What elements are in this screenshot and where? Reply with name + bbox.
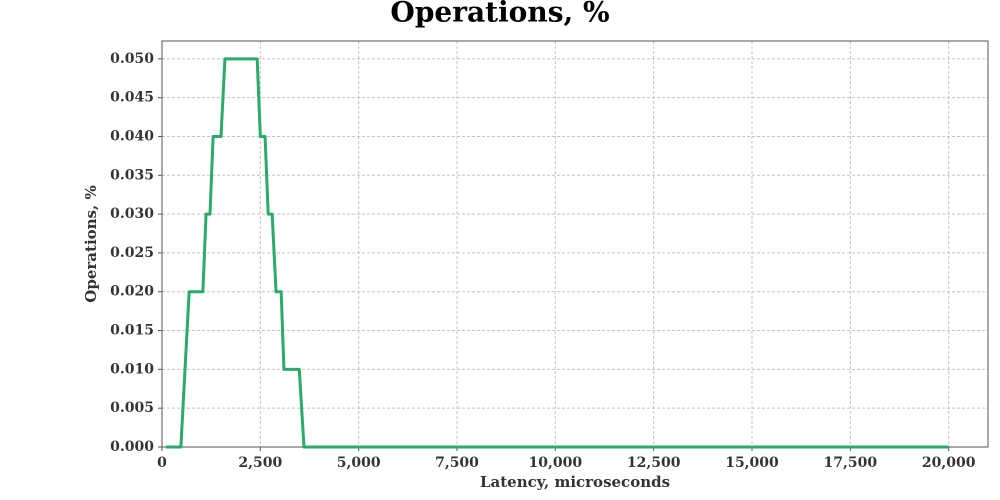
y-tick-label: 0.005 xyxy=(110,400,154,416)
x-tick-label: 7,500 xyxy=(435,455,479,471)
x-tick-label: 10,000 xyxy=(529,455,583,471)
y-tick-label: 0.050 xyxy=(110,51,154,67)
y-tick-label: 0.040 xyxy=(110,128,154,144)
y-tick-label: 0.020 xyxy=(110,284,154,300)
data-line xyxy=(165,57,949,449)
x-tick-label: 15,000 xyxy=(725,455,779,471)
x-tick-label: 17,500 xyxy=(824,455,878,471)
plot-frame xyxy=(161,40,989,448)
y-tick-label: 0.015 xyxy=(110,323,154,339)
y-tick-label: 0.025 xyxy=(110,245,154,261)
y-tick-label: 0.030 xyxy=(110,206,154,222)
x-tick-label: 2,500 xyxy=(238,455,282,471)
x-tick-label: 0 xyxy=(157,455,167,471)
y-axis-title: Operations, % xyxy=(82,185,100,302)
y-tick-label: 0.000 xyxy=(110,439,154,455)
x-tick-label: 5,000 xyxy=(337,455,381,471)
y-tick-label: 0.035 xyxy=(110,167,154,183)
y-tick-label: 0.045 xyxy=(110,90,154,106)
x-tick-label: 20,000 xyxy=(922,455,976,471)
x-axis-title: Latency, microseconds xyxy=(480,473,670,491)
x-tick-label: 12,500 xyxy=(627,455,681,471)
chart-title: Operations, % xyxy=(390,0,609,29)
y-tick-label: 0.010 xyxy=(110,361,154,377)
